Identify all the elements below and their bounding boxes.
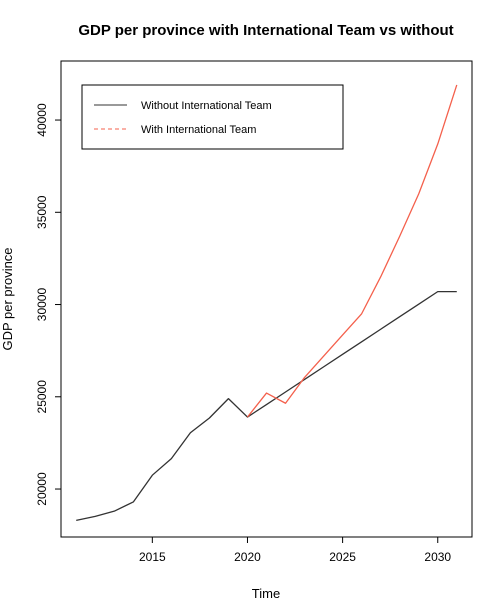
chart-title: GDP per province with International Team… (78, 22, 453, 39)
y-tick-label: 35000 (35, 195, 49, 229)
series-layer (76, 85, 457, 520)
series-line-without-international-team (76, 292, 457, 521)
legend-label-without: Without International Team (141, 100, 272, 112)
y-tick-label: 20000 (35, 472, 49, 506)
y-tick-label: 40000 (35, 103, 49, 137)
x-tick-label: 2025 (329, 550, 356, 564)
y-tick-label: 25000 (35, 380, 49, 414)
legend-label-with: With International Team (141, 124, 256, 136)
y-axis-label: GDP per province (0, 247, 15, 350)
y-tick-label: 30000 (35, 288, 49, 322)
x-tick-label: 2030 (424, 550, 451, 564)
x-tick-label: 2020 (234, 550, 261, 564)
legend-box (82, 85, 343, 149)
legend: Without International Team With Internat… (82, 85, 343, 149)
x-tick-label: 2015 (139, 550, 166, 564)
y-axis: 20000 25000 30000 35000 40000 (35, 103, 61, 506)
x-axis: 2015 2020 2025 2030 (139, 537, 451, 564)
x-axis-label: Time (252, 586, 280, 601)
